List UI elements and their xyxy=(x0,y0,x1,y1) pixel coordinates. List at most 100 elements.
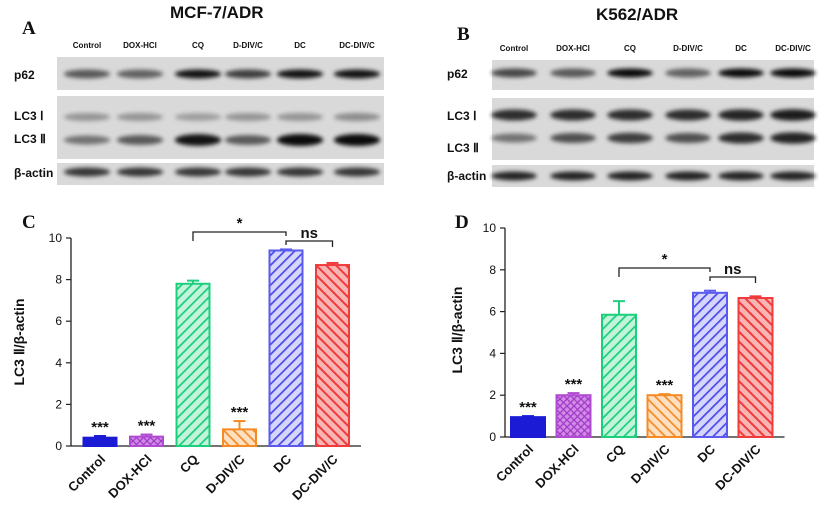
blot-strip xyxy=(492,60,814,90)
protein-band xyxy=(333,167,381,177)
significance-label: *** xyxy=(231,404,249,421)
y-tick-label: 4 xyxy=(489,346,496,360)
protein-band xyxy=(491,133,537,143)
lane-label: DC xyxy=(735,44,747,53)
protein-band xyxy=(276,134,324,146)
protein-band xyxy=(491,68,537,78)
bar xyxy=(268,249,304,447)
band-label: p62 xyxy=(447,67,468,81)
y-tick-label: 6 xyxy=(489,305,496,319)
category-label: DC-DIV/C xyxy=(712,441,764,493)
protein-band xyxy=(63,135,111,145)
protein-band xyxy=(224,113,272,121)
lane-label: Control xyxy=(500,44,528,53)
y-tick-label: 2 xyxy=(489,388,496,402)
bar xyxy=(510,416,546,438)
band-label: LC3 Ⅰ xyxy=(447,109,477,123)
bar xyxy=(82,436,118,447)
bracket-label: ns xyxy=(300,225,318,242)
category-label: D-DIV/C xyxy=(628,441,673,486)
blot-title-mcf7: MCF-7/ADR xyxy=(170,3,264,22)
protein-band xyxy=(116,135,164,145)
significance-label: *** xyxy=(656,377,674,394)
lane-label: D-DIV/C xyxy=(673,44,703,53)
category-label: DOX-HCl xyxy=(532,442,581,491)
y-axis-label: LC3 Ⅱ/β-actin xyxy=(449,286,465,373)
category-label: DC xyxy=(270,451,294,475)
protein-band xyxy=(333,134,381,146)
bar-chart-d: 0 2 4 6 8 10 LC3 Ⅱ/β-actin *** Control *** DOX-HCl… xyxy=(449,221,785,493)
band-label: β-actin xyxy=(447,169,486,183)
band-label: p62 xyxy=(14,68,35,82)
blot-strip xyxy=(492,165,814,187)
protein-band xyxy=(224,69,272,79)
y-tick-label: 10 xyxy=(49,231,63,245)
lane-label: DOX-HCl xyxy=(123,41,157,50)
bracket-label: * xyxy=(237,215,243,232)
protein-band xyxy=(174,167,222,177)
lane-label: CQ xyxy=(624,44,636,53)
protein-band xyxy=(276,69,324,79)
lane-label: D-DIV/C xyxy=(233,41,263,50)
protein-band xyxy=(491,171,537,181)
protein-band xyxy=(550,109,596,121)
blot-strip xyxy=(492,98,814,160)
y-tick-label: 4 xyxy=(55,356,62,370)
protein-band xyxy=(665,133,711,143)
bar xyxy=(175,282,211,448)
protein-band xyxy=(174,69,222,79)
protein-band xyxy=(63,167,111,177)
protein-band xyxy=(607,109,653,121)
protein-band xyxy=(550,133,596,143)
western-blot-b: Control DOX-HCl CQ D-DIV/C DC DC-DIV/C p62 LC3 … xyxy=(447,44,816,187)
band-label: LC3 Ⅱ xyxy=(14,132,46,146)
protein-band xyxy=(665,68,711,78)
category-label: Control xyxy=(493,442,536,485)
protein-band xyxy=(224,167,272,177)
protein-band xyxy=(770,171,816,181)
lane-label: DC xyxy=(294,41,306,50)
y-tick-label: 8 xyxy=(489,263,496,277)
protein-band xyxy=(116,113,164,121)
category-label: DC-DIV/C xyxy=(289,451,341,503)
protein-band xyxy=(665,171,711,181)
lane-label: DC-DIV/C xyxy=(339,41,375,50)
y-axis-label: LC3 Ⅱ/β-actin xyxy=(11,298,27,385)
protein-band xyxy=(718,171,764,181)
bracket-label: ns xyxy=(724,261,742,278)
panel-letter-b: B xyxy=(457,24,470,45)
y-tick-label: 2 xyxy=(55,397,62,411)
lane-label: DOX-HCl xyxy=(556,44,590,53)
bar xyxy=(315,264,350,448)
bar xyxy=(692,291,728,439)
lane-label: DC-DIV/C xyxy=(775,44,811,53)
lane-label: Control xyxy=(73,41,101,50)
bar xyxy=(601,313,637,438)
protein-band xyxy=(174,134,222,146)
band-label: LC3 Ⅱ xyxy=(447,141,479,155)
lane-label: CQ xyxy=(192,41,204,50)
y-tick-label: 10 xyxy=(483,221,497,235)
significance-bracket xyxy=(709,276,757,283)
significance-bracket xyxy=(285,240,334,247)
significance-label: *** xyxy=(138,418,156,435)
category-label: CQ xyxy=(603,442,627,466)
protein-band xyxy=(63,113,111,121)
bar xyxy=(646,394,683,439)
protein-band xyxy=(607,132,653,144)
significance-label: *** xyxy=(91,419,109,436)
panel-letter-c: C xyxy=(22,212,36,233)
y-tick-label: 0 xyxy=(489,430,496,444)
band-label: LC3 Ⅰ xyxy=(14,109,44,123)
protein-band xyxy=(770,132,816,144)
protein-band xyxy=(607,68,653,78)
significance-bracket xyxy=(618,267,711,277)
protein-band xyxy=(718,109,764,121)
category-label: DC xyxy=(694,441,718,465)
protein-band xyxy=(116,167,164,177)
protein-band xyxy=(333,69,381,79)
bar xyxy=(129,435,164,448)
category-label: CQ xyxy=(177,452,201,476)
category-label: D-DIV/C xyxy=(203,451,248,496)
